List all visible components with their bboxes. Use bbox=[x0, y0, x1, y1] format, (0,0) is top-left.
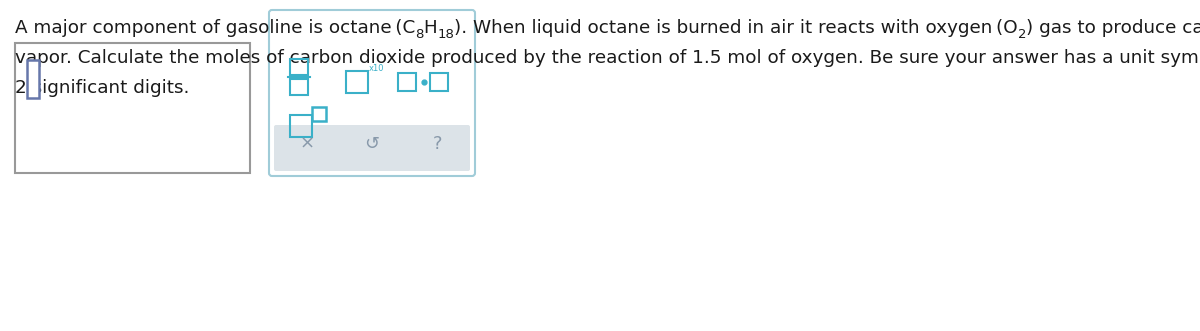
Bar bbox=[312, 107, 326, 121]
Text: 2: 2 bbox=[1018, 28, 1026, 41]
FancyBboxPatch shape bbox=[269, 10, 475, 176]
Bar bbox=[290, 79, 308, 95]
Text: 8: 8 bbox=[415, 28, 424, 41]
Text: ) gas to produce carbon dioxide gas and water: ) gas to produce carbon dioxide gas and … bbox=[1026, 19, 1200, 37]
Bar bbox=[290, 59, 308, 75]
Text: vapor. Calculate the moles of carbon dioxide produced by the reaction of 1.5 mol: vapor. Calculate the moles of carbon dio… bbox=[14, 49, 1200, 67]
Text: 2 significant digits.: 2 significant digits. bbox=[14, 79, 190, 97]
Bar bbox=[290, 115, 312, 137]
Bar bbox=[398, 73, 416, 91]
Text: x10: x10 bbox=[370, 64, 384, 73]
Text: A major component of gasoline is octane (C: A major component of gasoline is octane … bbox=[14, 19, 415, 37]
FancyBboxPatch shape bbox=[274, 125, 470, 171]
Text: H: H bbox=[424, 19, 437, 37]
Text: ?: ? bbox=[432, 135, 442, 153]
Bar bbox=[430, 73, 448, 91]
Bar bbox=[346, 71, 368, 93]
Text: ×: × bbox=[300, 135, 314, 153]
Text: 18: 18 bbox=[437, 28, 454, 41]
Bar bbox=[28, 60, 38, 98]
Text: ). When liquid octane is burned in air it reacts with oxygen (O: ). When liquid octane is burned in air i… bbox=[454, 19, 1018, 37]
Bar bbox=[14, 43, 250, 173]
Text: ↺: ↺ bbox=[365, 135, 379, 153]
